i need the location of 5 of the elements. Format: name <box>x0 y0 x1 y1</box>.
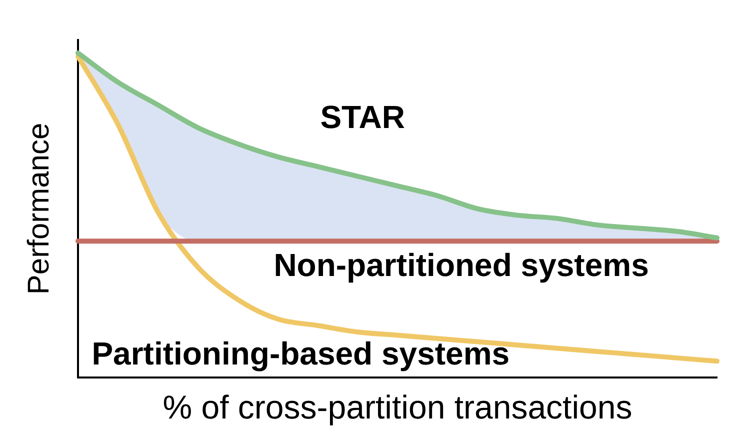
x-axis-title: % of cross-partition transactions <box>162 388 632 426</box>
series-label: STAR <box>320 99 405 136</box>
series-label: Non-partitioned systems <box>274 246 649 283</box>
series-label: Partitioning-based systems <box>92 335 510 372</box>
y-axis-title: Performance <box>22 122 56 295</box>
